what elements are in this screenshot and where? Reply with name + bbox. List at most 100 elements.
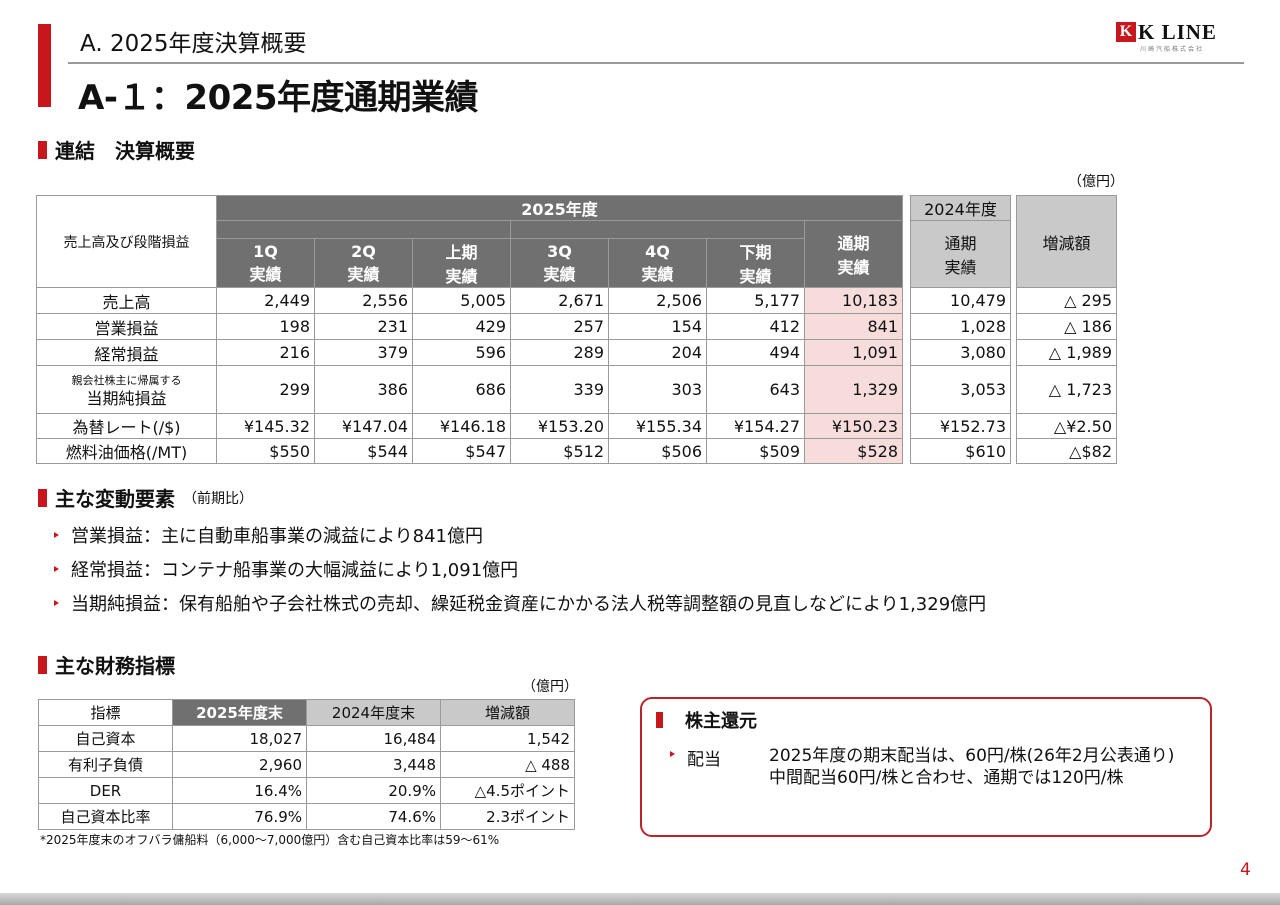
table-row: DER 16.4% 20.9% △4.5ポイント — [38, 777, 575, 804]
cell: 20.9% — [306, 777, 441, 804]
bullet-arrow-icon — [54, 532, 59, 538]
cell: 379 — [314, 339, 413, 366]
cell: 2.3ポイント — [440, 803, 575, 830]
logo-mark: K — [1116, 22, 1136, 42]
table-row: 営業損益 198 231 429 257 154 412 841 1,028 △… — [36, 313, 1117, 340]
page-number: 4 — [1240, 860, 1251, 880]
row-label: 経常損益 — [36, 339, 217, 366]
table-row: 親会社株主に帰属する 当期純損益 299 386 686 339 303 643… — [36, 365, 1117, 414]
cell: 1,091 — [804, 339, 903, 366]
col-header: 指標 — [38, 699, 173, 726]
list-item: 営業損益：主に自動車船事業の減益により841億円 — [54, 518, 986, 552]
col-header: 2025年度末 — [172, 699, 307, 726]
dividend-text: 2025年度の期末配当は、60円/株(26年2月公表通り) 中間配当60円/株と… — [769, 745, 1174, 789]
list-item: 経常損益：コンテナ船事業の大幅減益により1,091億円 — [54, 552, 986, 586]
cell: 2,556 — [314, 287, 413, 314]
factors-note: （前期比） — [183, 490, 253, 507]
row-label: 為替レート(/$) — [36, 413, 217, 439]
table-row: 自己資本比率 76.9% 74.6% 2.3ポイント — [38, 803, 575, 830]
cell: △ 186 — [1016, 313, 1117, 340]
logo-text: K LINE — [1138, 20, 1217, 44]
cell: 16,484 — [306, 725, 441, 752]
cell: 1,542 — [440, 725, 575, 752]
cell: 5,005 — [412, 287, 511, 314]
returns-heading: 株主還元 — [656, 707, 757, 733]
prev-col-header: 通期 実績 — [910, 220, 1011, 288]
heading-marker — [656, 712, 663, 728]
cell: 289 — [510, 339, 609, 366]
cell: 3,448 — [306, 751, 441, 778]
cell: 154 — [608, 313, 707, 340]
col-header: 下期 実績 — [706, 238, 805, 288]
row-label-prefix: 親会社株主に帰属する — [71, 373, 182, 387]
cell: 3,053 — [910, 365, 1011, 414]
cell: 386 — [314, 365, 413, 414]
table-row: 有利子負債 2,960 3,448 △ 488 — [38, 751, 575, 778]
cell: ¥153.20 — [510, 413, 609, 439]
dividend-item: 配当 2025年度の期末配当は、60円/株(26年2月公表通り) 中間配当60円… — [670, 745, 1174, 789]
cell: 429 — [412, 313, 511, 340]
factors-heading-text: 主な変動要素 — [55, 487, 175, 511]
row-label: 有利子負債 — [38, 751, 173, 778]
section-title: A. 2025年度決算概要 — [80, 31, 307, 57]
table-row: 自己資本 18,027 16,484 1,542 — [38, 725, 575, 752]
table-row: 燃料油価格(/MT) $550 $544 $547 $512 $506 $509… — [36, 438, 1117, 464]
page-title: A-１：2025年度通期業績 — [78, 78, 479, 118]
h1-subgroup — [216, 220, 511, 239]
dividend-label: 配当 — [687, 750, 721, 770]
cell: 216 — [216, 339, 315, 366]
bullet-arrow-icon — [54, 566, 59, 572]
returns-heading-text: 株主還元 — [685, 711, 757, 732]
shareholder-returns-box: 株主還元 配当 2025年度の期末配当は、60円/株(26年2月公表通り) 中間… — [640, 697, 1212, 837]
financial-heading-text: 主な財務指標 — [55, 654, 175, 678]
cell: 204 — [608, 339, 707, 366]
financial-table: 指標 2025年度末 2024年度末 増減額 自己資本 18,027 16,48… — [38, 699, 575, 830]
footer-bar — [0, 893, 1280, 905]
dividend-line: 2025年度の期末配当は、60円/株(26年2月公表通り) — [769, 746, 1175, 766]
cell: △$82 — [1016, 438, 1117, 464]
cell: 2,960 — [172, 751, 307, 778]
cell: 2,671 — [510, 287, 609, 314]
cell: 494 — [706, 339, 805, 366]
col-header: 3Q 実績 — [510, 238, 609, 288]
cell: 1,028 — [910, 313, 1011, 340]
cell: 231 — [314, 313, 413, 340]
cell: 5,177 — [706, 287, 805, 314]
cell: $506 — [608, 438, 707, 464]
results-table: 売上高及び段階損益 2025年度 2024年度 増減額 通期 実績 通期 実績 1Q… — [36, 195, 1117, 464]
prev-year-header: 2024年度 — [910, 195, 1011, 221]
cell: 303 — [608, 365, 707, 414]
cell: △¥2.50 — [1016, 413, 1117, 439]
consolidated-heading: 連結 決算概要 — [38, 135, 195, 164]
cell: 18,027 — [172, 725, 307, 752]
table-row: 経常損益 216 379 596 289 204 494 1,091 3,080… — [36, 339, 1117, 366]
list-item-text: 経常損益：コンテナ船事業の大幅減益により1,091億円 — [71, 560, 519, 581]
table-header-row: 指標 2025年度末 2024年度末 増減額 — [38, 699, 575, 726]
heading-marker — [38, 488, 47, 507]
year-group-header: 2025年度 — [216, 195, 903, 221]
cell: $547 — [412, 438, 511, 464]
cell: △ 488 — [440, 751, 575, 778]
cell: 1,329 — [804, 365, 903, 414]
row-label-main: 当期純損益 — [86, 388, 167, 408]
col-header: 2024年度末 — [306, 699, 441, 726]
list-item-text: 当期純損益：保有船舶や子会社株式の売却、繰延税金資産にかかる法人税等調整額の見直… — [71, 594, 987, 615]
cell: 686 — [412, 365, 511, 414]
cell: ¥150.23 — [804, 413, 903, 439]
cell: 2,506 — [608, 287, 707, 314]
heading-marker — [38, 655, 47, 674]
row-label: 売上高 — [36, 287, 217, 314]
bullet-arrow-icon — [54, 600, 59, 606]
cell: ¥152.73 — [910, 413, 1011, 439]
title-accent-bar — [38, 24, 51, 107]
table-row: 売上高 2,449 2,556 5,005 2,671 2,506 5,177 … — [36, 287, 1117, 314]
heading-marker — [38, 140, 47, 159]
cell: 198 — [216, 313, 315, 340]
cell: △4.5ポイント — [440, 777, 575, 804]
table-row: 為替レート(/$) ¥145.32 ¥147.04 ¥146.18 ¥153.2… — [36, 413, 1117, 439]
cell: ¥145.32 — [216, 413, 315, 439]
cell: ¥154.27 — [706, 413, 805, 439]
cell: 16.4% — [172, 777, 307, 804]
cell: △ 1,723 — [1016, 365, 1117, 414]
col-header: 1Q 実績 — [216, 238, 315, 288]
